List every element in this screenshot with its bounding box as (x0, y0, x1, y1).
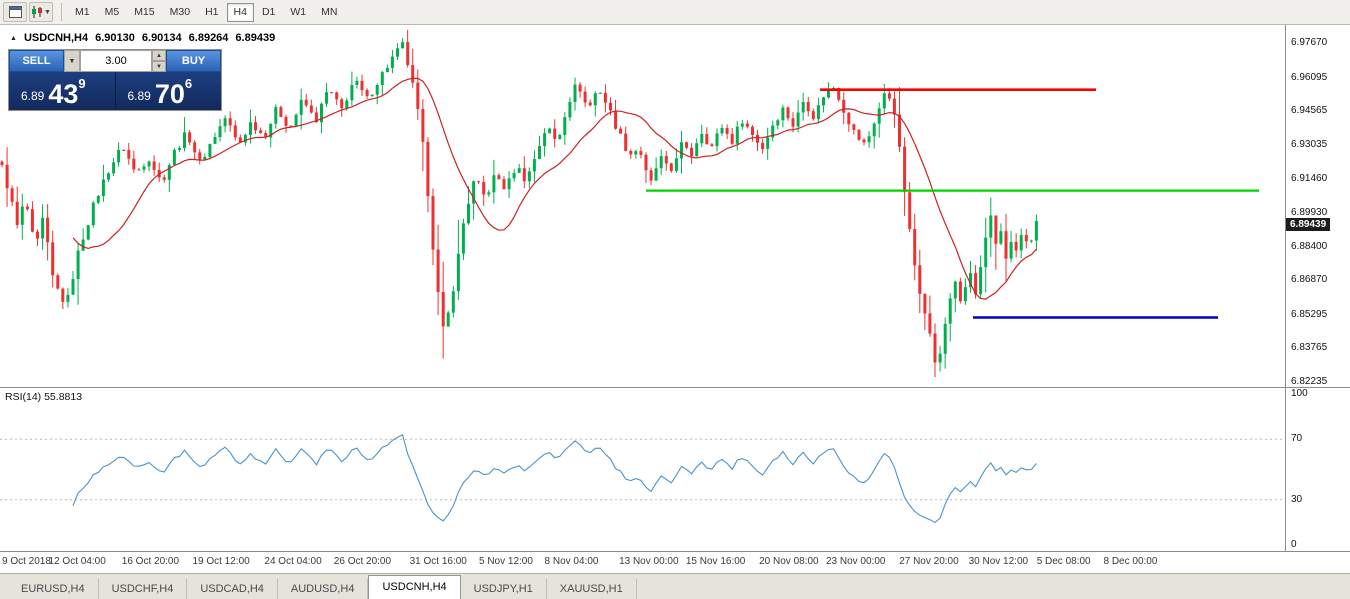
rsi-axis-label: 0 (1291, 539, 1297, 550)
time-axis-label: 30 Nov 12:00 (968, 556, 1029, 567)
collapse-panel-icon[interactable]: ▲ (10, 34, 17, 42)
symbol-header: ▲ USDCNH,H4 6.90130 6.90134 6.89264 6.89… (10, 32, 275, 44)
time-axis-label: 19 Oct 12:00 (192, 556, 250, 567)
rsi-line (72, 434, 1037, 524)
order-controls-row: SELL ▼ ▲ ▼ BUY (9, 50, 221, 72)
timeframe-button-m5[interactable]: M5 (98, 3, 127, 22)
chart-window-icon[interactable] (3, 2, 27, 22)
open-value: 6.90130 (95, 32, 135, 44)
timeframe-button-h4[interactable]: H4 (226, 2, 254, 22)
volume-dropdown-button[interactable]: ▼ (64, 50, 80, 72)
rsi-axis-label: 30 (1291, 493, 1303, 505)
bid-pip-digit: 9 (78, 76, 86, 91)
time-axis-label: 31 Oct 16:00 (409, 556, 467, 567)
price-axis-label: 6.86870 (1291, 274, 1328, 286)
price-axis-label: 6.91460 (1291, 173, 1328, 185)
current-price-tag: 6.89439 (1286, 218, 1331, 231)
time-axis-label: 12 Oct 04:00 (48, 556, 106, 567)
candles (0, 29, 1038, 378)
symbol-period-label: USDCNH,H4 (23, 32, 89, 44)
time-axis-divider (0, 551, 1350, 552)
chart-tab-bar: EURUSD,H4 USDCHF,H4 USDCAD,H4 AUDUSD,H4 USDC… (0, 573, 1350, 599)
ask-pip-digit: 6 (184, 76, 193, 91)
volume-decrease-button[interactable]: ▼ (152, 61, 166, 72)
rsi-axis-label: 100 (1291, 388, 1308, 399)
bid-big-digits: 43 (48, 79, 79, 109)
rsi-axis-label: 70 (1291, 433, 1303, 445)
time-axis-label: 23 Nov 00:00 (825, 556, 886, 567)
rsi-indicator-label: RSI(14) 55.8813 (5, 391, 83, 403)
price-axis-divider (1285, 25, 1286, 552)
candlestick-chart[interactable] (0, 25, 1285, 387)
bid-price[interactable]: 6.89 43 9 (9, 72, 115, 110)
high-value: 6.90134 (141, 32, 182, 44)
bid-prefix: 6.89 (21, 89, 45, 103)
low-value: 6.89264 (188, 32, 229, 44)
price-axis-label: 6.82235 (1291, 375, 1328, 387)
timeframe-button-w1[interactable]: W1 (283, 3, 313, 22)
price-axis-label: 6.94565 (1291, 105, 1328, 117)
sell-button[interactable]: SELL (9, 50, 64, 72)
chart-tab-usdcnh[interactable]: USDCNH,H4 (368, 575, 461, 599)
time-axis-label: 9 Oct 2018 (2, 556, 51, 567)
ask-price[interactable]: 6.89 70 6 (114, 72, 222, 110)
price-axis-label: 6.83765 (1291, 342, 1328, 354)
time-axis-label: 15 Nov 16:00 (685, 556, 746, 567)
chart-tab-usdcad[interactable]: USDCAD,H4 (187, 579, 278, 599)
timeframe-button-m15[interactable]: M15 (127, 3, 161, 22)
price-axis-label: 6.97670 (1291, 37, 1328, 49)
timeframe-button-mn[interactable]: MN (314, 3, 344, 22)
window-icon (8, 6, 22, 18)
timeframe-group: M1 M5 M15 M30 H1 H4 D1 W1 MN (68, 2, 345, 22)
candlestick-icon (32, 6, 43, 18)
timeframe-button-h1[interactable]: H1 (198, 3, 225, 22)
volume-input[interactable] (80, 50, 152, 72)
ask-prefix: 6.89 (127, 89, 151, 103)
price-axis-label: 6.96095 (1291, 71, 1328, 83)
close-value: 6.89439 (235, 32, 276, 44)
chart-style-icon[interactable]: ▼ (29, 2, 53, 22)
price-axis-label: 6.88400 (1291, 240, 1328, 252)
price-axis-label: 6.85295 (1291, 308, 1328, 320)
rsi-indicator-pane[interactable] (0, 388, 1285, 551)
time-axis-label: 20 Nov 08:00 (759, 556, 819, 567)
time-axis-label: 26 Oct 20:00 (333, 556, 392, 567)
pane-divider[interactable] (0, 387, 1350, 388)
toolbar: ▼ M1 M5 M15 M30 H1 H4 D1 W1 MN (0, 0, 1350, 25)
chevron-down-icon: ▼ (44, 8, 51, 16)
timeframe-button-m1[interactable]: M1 (68, 3, 97, 22)
moving-average-line (72, 77, 1037, 300)
volume-stepper: ▲ ▼ (152, 50, 166, 72)
time-axis-label: 8 Nov 04:00 (544, 556, 599, 567)
time-axis-label: 13 Nov 00:00 (619, 556, 679, 567)
price-axis[interactable]: 6.89439 6.97670 6.96095 6.94565 6.93035 6.91… (1286, 25, 1350, 552)
time-axis-label: 27 Nov 20:00 (899, 556, 959, 567)
chart-tab-usdchf[interactable]: USDCHF,H4 (99, 579, 188, 599)
time-axis-label: 16 Oct 20:00 (121, 556, 180, 567)
chart-tab-usdjpy[interactable]: USDJPY,H1 (461, 579, 547, 599)
time-axis[interactable]: 9 Oct 2018 12 Oct 04:00 16 Oct 20:00 19 Oct… (0, 553, 1285, 573)
price-axis-label: 6.93035 (1291, 138, 1328, 150)
chart-tab-xauusd[interactable]: XAUUSD,H1 (547, 579, 637, 599)
ask-big-digits: 70 (154, 79, 185, 109)
time-axis-label: 8 Dec 00:00 (1103, 556, 1158, 567)
timeframe-button-d1[interactable]: D1 (255, 3, 282, 22)
timeframe-button-m30[interactable]: M30 (163, 3, 197, 22)
chart-tab-eurusd[interactable]: EURUSD,H4 (8, 579, 99, 599)
chart-area: ▲ USDCNH,H4 6.90130 6.90134 6.89264 6.89… (0, 25, 1350, 573)
time-axis-label: 24 Oct 04:00 (264, 556, 322, 567)
volume-increase-button[interactable]: ▲ (152, 50, 166, 61)
time-axis-label: 5 Dec 08:00 (1036, 556, 1091, 567)
price-axis-label: 6.89930 (1291, 207, 1328, 219)
chart-tab-audusd[interactable]: AUDUSD,H4 (278, 579, 369, 599)
one-click-trading-panel: SELL ▼ ▲ ▼ BUY 6.89 43 9 6.89 70 6 (8, 49, 222, 111)
buy-button[interactable]: BUY (166, 50, 221, 72)
bid-ask-display: 6.89 43 9 6.89 70 6 (9, 72, 221, 110)
toolbar-separator (61, 3, 62, 21)
time-axis-label: 5 Nov 12:00 (479, 556, 533, 567)
